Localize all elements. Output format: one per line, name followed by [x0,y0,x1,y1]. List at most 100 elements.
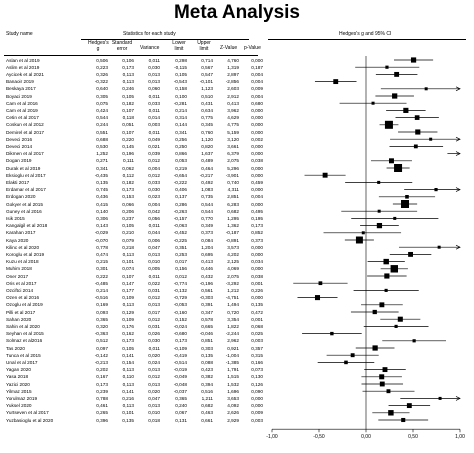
table-row: Isik 2015 0,306 0,237 0,056 -0,157 0,770 1,295… [0,215,474,222]
z-cell: -2,856 [225,79,239,85]
g-cell: 0,223 [96,64,108,70]
se-cell: 0,154 [122,359,134,365]
study-name-cell: Cetin et al 2017 [6,115,39,121]
lo-cell: 0,406 [175,187,187,193]
study-name-cell: Aslan et al 2019 [6,57,40,63]
p-cell: 0,090 [251,388,263,394]
lo-cell: -0,037 [173,388,187,394]
study-name-cell: Yasa 2018 [6,374,29,380]
table-row: Boyaci 2019 0,305 0,105 0,011 0,100 0,510 2,91… [0,93,474,100]
study-name-cell: Guney et al 2016 [6,208,42,214]
effect-size-marker [355,236,363,244]
se-cell: 0,176 [122,323,134,329]
hi-cell: 0,446 [201,266,213,272]
header-rule-bottom [4,55,258,56]
se-cell: 0,147 [122,280,134,286]
z-cell: 2,075 [227,158,239,164]
study-name-cell: Erdogan 2020 [6,194,36,200]
table-row: Cetin et al 2017 0,544 0,118 0,014 0,314 0,77… [0,114,474,121]
var-cell: 0,030 [148,64,160,70]
study-name-cell: Aslim et al 2019 [6,64,40,70]
header-std-error-line1: Standard [111,40,133,46]
lo-cell: 0,866 [175,151,187,157]
z-cell: 2,125 [227,259,239,265]
study-name-cell: Sahin et al 2020 [6,323,40,329]
var-cell: 0,013 [148,302,160,308]
lo-cell: 0,250 [175,143,187,149]
ci-arrow-right [455,244,461,250]
ci-arrow-right [455,396,461,401]
se-cell: 0,111 [122,158,134,164]
lo-cell: -0,157 [173,215,187,221]
var-cell: 0,011 [148,273,160,279]
p-cell: 0,495 [251,208,263,214]
lo-cell: 0,067 [175,410,187,416]
z-cell: 1,362 [227,223,239,229]
effect-size-marker [413,144,418,149]
g-cell: 0,396 [96,417,108,423]
x-tick-label: 0,00 [361,434,371,440]
se-cell: 0,162 [122,331,134,337]
se-cell: 0,177 [122,287,134,293]
study-name-cell: Demirel et al 2017 [6,129,45,135]
effect-size-marker [429,137,433,141]
study-name-cell: Yuksel 2020 [6,403,32,409]
var-cell: 0,026 [148,331,160,337]
hi-cell: 0,084 [201,237,213,243]
table-row: Yasa 2018 0,167 0,110 0,012 -0,049 0,382 1,515… [0,373,474,380]
se-cell: 0,141 [122,388,134,394]
var-cell: 0,031 [148,287,160,293]
g-cell: 1,252 [96,151,108,157]
var-cell: 0,006 [148,237,160,243]
var-cell: 0,004 [148,165,160,171]
g-cell: 0,436 [96,194,108,200]
p-cell: 0,000 [251,143,263,149]
table-row: Gokyer et al 2015 0,415 0,066 0,004 0,286 0,5… [0,201,474,208]
se-cell: 0,206 [122,208,134,214]
se-cell: 0,153 [122,194,134,200]
lo-cell: 0,105 [175,71,187,77]
z-cell: 2,912 [227,93,239,99]
p-cell: 0,000 [251,187,263,193]
x-tick-label: 0,50 [408,434,418,440]
z-cell: 3,120 [227,136,239,142]
g-cell: 0,745 [96,187,108,193]
hi-cell: 0,544 [201,208,213,214]
p-cell: 0,000 [251,295,263,301]
p-cell: 0,003 [251,338,263,344]
z-cell: 1,319 [227,64,239,70]
z-cell: 4,629 [227,115,239,121]
p-cell: 0,195 [251,215,263,221]
table-row: Aycicek et al 2021 0,326 0,113 0,013 0,105 0,… [0,71,474,78]
table-row: Banaoir 2019 -0,322 0,113 0,013 -0,543 -0,101… [0,78,474,85]
se-cell: 0,182 [122,100,134,106]
lo-cell: -0,049 [173,374,187,380]
z-cell: 2,851 [227,194,239,200]
se-cell: 0,145 [122,143,134,149]
p-cell: 0,126 [251,381,263,387]
lo-cell: -0,419 [173,352,187,358]
p-cell: 0,000 [251,403,263,409]
effect-size-marker [379,374,385,380]
g-cell: 0,788 [96,395,108,401]
p-cell: 0,000 [251,244,263,250]
g-cell: 0,551 [96,129,108,135]
g-cell: 0,474 [96,251,108,257]
p-cell: 0,004 [251,93,263,99]
p-cell: 0,038 [251,158,263,164]
p-cell: 0,000 [251,129,263,135]
var-cell: 0,030 [148,338,160,344]
effect-size-marker [384,273,390,279]
var-cell: 0,012 [148,316,160,322]
ci-arrow-right [455,136,461,142]
se-cell: 0,110 [122,374,134,380]
g-cell: 0,544 [96,115,108,121]
p-cell: 0,472 [251,309,263,315]
table-row: Yuzbasioglu et al 2020 0,396 0,135 0,018 0,1… [0,417,474,424]
p-cell: 0,226 [251,287,263,293]
z-cell: 1,532 [227,381,239,387]
lo-cell: 0,214 [175,107,187,113]
var-cell: 0,020 [148,352,160,358]
header-p-value: p-Value [244,45,261,51]
lo-cell: -0,053 [173,302,187,308]
